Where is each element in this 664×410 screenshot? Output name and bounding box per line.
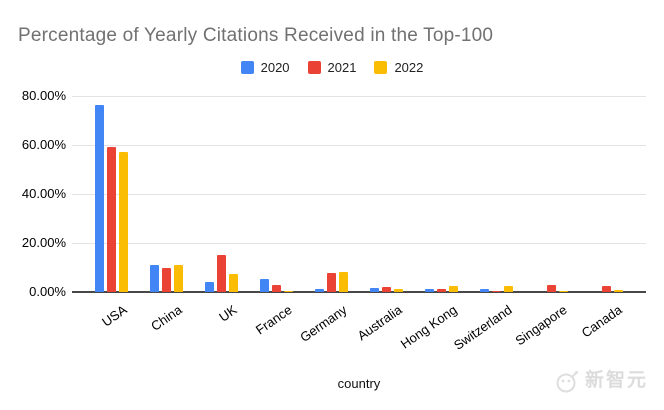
bar-2022-switzerland — [504, 286, 513, 292]
bar-group-switzerland — [469, 96, 524, 292]
bar-2022-hong-kong — [449, 286, 458, 292]
bar-2021-germany — [327, 273, 336, 292]
legend-item-2021: 2021 — [307, 60, 357, 75]
bar-2022-china — [174, 265, 183, 292]
bars-region — [84, 96, 634, 292]
bar-group-singapore — [524, 96, 579, 292]
bar-2020-hong-kong — [425, 289, 434, 292]
chart-title: Percentage of Yearly Citations Received … — [18, 25, 494, 46]
bar-2021-canada — [602, 286, 611, 292]
bar-group-uk — [194, 96, 249, 292]
gridline — [72, 194, 646, 195]
watermark-text: 新智元 — [585, 370, 649, 391]
watermark: 新智元 — [554, 368, 648, 394]
bar-2020-germany — [315, 288, 324, 292]
y-tick-label: 20.00% — [21, 235, 66, 250]
bar-2022-canada — [614, 289, 623, 292]
bar-2022-uk — [229, 274, 238, 292]
legend-swatch-2020 — [240, 61, 254, 74]
bar-2020-usa — [95, 104, 104, 292]
bar-2020-france — [260, 279, 269, 292]
legend-item-2022: 2022 — [374, 60, 423, 75]
bar-2021-hong-kong — [437, 288, 446, 292]
y-tick-label: 80.00% — [21, 88, 66, 103]
legend-swatch-2021 — [307, 61, 321, 74]
legend-swatch-2022 — [374, 61, 388, 74]
bar-group-usa — [84, 96, 139, 292]
plot-area: USA China UK France Germany Australia Hong Kon… — [72, 96, 646, 353]
y-axis-labels: 80.00% 60.00% 40.00% 20.00% 0.00% — [0, 88, 66, 299]
robot-logo-icon — [556, 371, 578, 393]
bar-2021-france — [272, 284, 281, 292]
bar-group-australia — [359, 96, 414, 292]
bar-group-france — [249, 96, 304, 292]
bar-2020-australia — [370, 288, 379, 292]
bar-2021-china — [162, 268, 171, 292]
bar-group-canada — [579, 96, 634, 292]
gridline — [72, 145, 646, 146]
bar-group-china — [139, 96, 194, 292]
bar-2021-singapore — [547, 284, 556, 292]
bar-2021-switzerland — [492, 290, 501, 292]
bar-2022-australia — [394, 289, 403, 292]
bar-2021-usa — [107, 147, 116, 292]
legend-label-2020: 2020 — [260, 60, 290, 75]
bar-group-germany — [304, 96, 359, 292]
legend-label-2021: 2021 — [327, 60, 357, 75]
y-tick-label: 40.00% — [21, 186, 66, 201]
bar-2022-germany — [339, 272, 348, 292]
legend-item-2020: 2020 — [240, 60, 290, 75]
x-axis-line — [72, 291, 646, 293]
legend-label-2022: 2022 — [394, 60, 424, 75]
bar-group-hong-kong — [414, 96, 469, 292]
bar-2022-france — [284, 291, 293, 292]
x-axis-title: country — [337, 376, 381, 391]
legend: 2020 2021 2022 — [0, 60, 664, 75]
bar-2022-usa — [119, 151, 128, 292]
bar-2020-uk — [205, 282, 214, 292]
y-tick-label: 60.00% — [21, 137, 66, 152]
bar-2020-china — [150, 265, 159, 292]
bar-2021-australia — [382, 287, 391, 292]
gridline — [72, 243, 646, 244]
bar-2020-switzerland — [480, 288, 489, 292]
bar-2021-uk — [217, 254, 226, 292]
gridline — [72, 96, 646, 97]
bar-2022-singapore — [559, 290, 568, 292]
y-tick-label: 0.00% — [29, 284, 66, 299]
